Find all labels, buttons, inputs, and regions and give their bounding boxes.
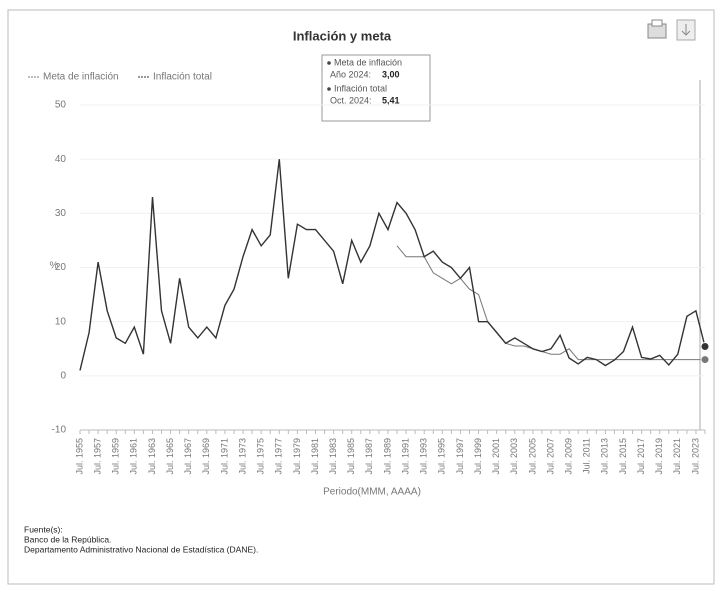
source-line: Banco de la República. [24, 534, 111, 544]
series-line [79, 159, 706, 371]
source: Fuente(s):Banco de la República.Departam… [24, 524, 258, 554]
y-tick-label: -10 [52, 425, 67, 436]
x-tick-label: Jul. 1995 [437, 438, 447, 475]
x-tick-label: Jul. 2011 [582, 438, 592, 474]
tooltip-dot [327, 87, 331, 91]
tooltip-box [321, 54, 431, 122]
x-tick-label: Jul. 1965 [165, 438, 175, 475]
x-tick-label: Jul. 1997 [455, 438, 465, 475]
x-tick-label: Jul. 2021 [672, 438, 682, 475]
x-tick-label: Jul. 1971 [219, 438, 229, 475]
tooltip-series: Meta de inflación [334, 57, 402, 67]
y-tick-label: 20 [55, 262, 67, 273]
hover-marker [700, 342, 710, 352]
x-tick-label: Jul. 1979 [292, 438, 302, 475]
x-tick-label: Jul. 2003 [509, 438, 519, 475]
print-icon[interactable] [647, 19, 667, 39]
legend-label: Inflación total [153, 72, 212, 83]
x-axis-title: Periodo(MMM, AAAA) [323, 487, 421, 498]
tooltip-value: 5,41 [382, 95, 400, 105]
x-tick-label: Jul. 2019 [654, 438, 664, 475]
source-line: Departamento Administrativo Nacional de … [24, 544, 258, 554]
download-icon[interactable] [676, 19, 696, 41]
x-tick-label: Jul. 1991 [400, 438, 410, 475]
x-tick-label: Jul. 1959 [111, 438, 121, 475]
tooltip-period: Año 2024: [330, 69, 371, 79]
y-axis-title: % [50, 261, 59, 272]
y-tick-label: 50 [55, 100, 67, 111]
x-tick-label: Jul. 2007 [545, 438, 555, 475]
x-tick-label: Jul. 1973 [237, 438, 247, 475]
x-tick-label: Jul. 2005 [527, 438, 537, 475]
x-tick-label: Jul. 1963 [147, 438, 157, 475]
x-tick-label: Jul. 1967 [183, 438, 193, 475]
hover-marker [700, 355, 710, 365]
tooltip-period: Oct. 2024: [330, 95, 372, 105]
x-tick-label: Jul. 1985 [346, 438, 356, 475]
x-tick-label: Jul. 1983 [328, 438, 338, 475]
x-tick-label: Jul. 2001 [491, 438, 501, 475]
x-tick-label: Jul. 1969 [201, 438, 211, 475]
legend-label: Meta de inflación [43, 72, 119, 83]
x-tick-label: Jul. 2009 [564, 438, 574, 475]
y-tick-label: 30 [55, 208, 67, 219]
chart-title: Inflación y meta [293, 28, 392, 43]
source-line: Fuente(s): [24, 524, 63, 534]
x-tick-label: Jul. 1977 [274, 438, 284, 475]
x-tick-label: Jul. 1987 [364, 438, 374, 475]
x-tick-label: Jul. 2017 [636, 438, 646, 475]
tooltip-series: Inflación total [334, 83, 387, 93]
x-tick-label: Jul. 2023 [690, 438, 700, 475]
x-tick-label: Jul. 1989 [382, 438, 392, 475]
x-tick-label: Jul. 1961 [129, 438, 139, 475]
series-line [396, 245, 705, 361]
x-tick-label: Jul. 1957 [92, 438, 102, 475]
x-tick-label: Jul. 1981 [310, 438, 320, 475]
tooltip-value: 3,00 [382, 69, 400, 79]
x-tick-label: Jul. 1999 [473, 438, 483, 475]
x-tick-label: Jul. 1975 [256, 438, 266, 475]
y-tick-label: 10 [55, 316, 67, 327]
y-tick-label: 40 [55, 154, 67, 165]
x-tick-label: Jul. 2015 [618, 438, 628, 475]
tooltip: Meta de inflación Año 2024: 3,00 Inflación … [321, 54, 431, 122]
tooltip-dot [327, 61, 331, 65]
x-tick-label: Jul. 1955 [74, 438, 84, 475]
y-tick-label: 0 [60, 370, 66, 381]
x-tick-label: Jul. 1993 [419, 438, 429, 475]
x-tick-label: Jul. 2013 [600, 438, 610, 475]
